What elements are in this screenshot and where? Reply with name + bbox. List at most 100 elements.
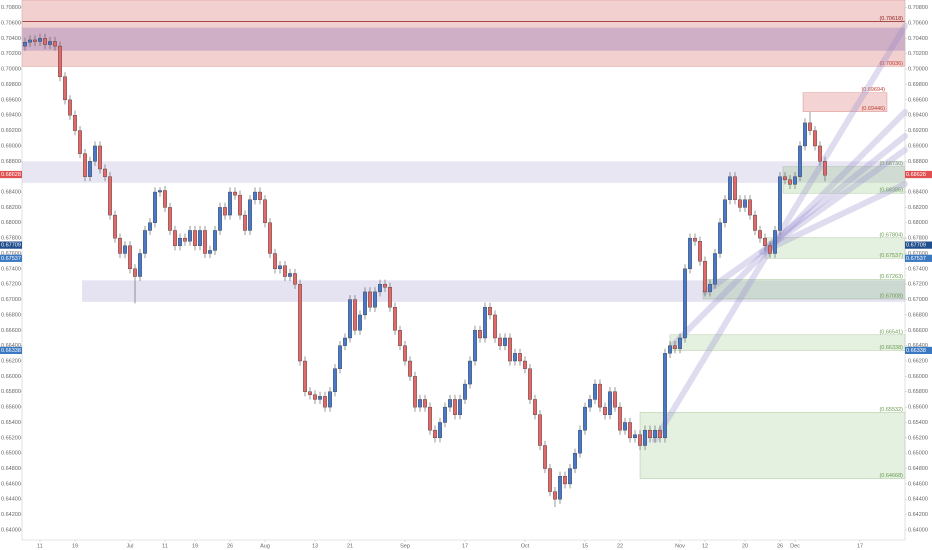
candle-body — [553, 491, 557, 500]
candle-body — [768, 245, 772, 254]
zone-label: (0.67537) — [879, 253, 903, 259]
candle-body — [648, 429, 652, 439]
candle-body — [673, 345, 677, 349]
candle-body — [533, 399, 537, 415]
y-tick-label: 0.65600 — [908, 405, 928, 411]
candle-body — [173, 230, 177, 246]
y-tick-label: 0.67600 — [908, 251, 928, 257]
y-tick-label: 0.70400 — [908, 36, 928, 42]
x-tick-label: 21 — [347, 543, 353, 549]
y-tick-label: 0.67400 — [1, 266, 21, 272]
y-tick-label: 0.69200 — [908, 128, 928, 134]
y-tick-label: 0.64400 — [1, 497, 21, 503]
candle-body — [738, 199, 742, 208]
candle-body — [83, 153, 87, 177]
candle-body — [523, 360, 527, 369]
candle-body — [208, 250, 212, 254]
candle-body — [118, 237, 122, 254]
candle-body — [358, 314, 362, 331]
zone-label: (0.67008) — [879, 293, 903, 299]
y-tick-label: 0.67800 — [1, 236, 21, 242]
zone-label: (0.67804) — [879, 232, 903, 238]
y-tick-label: 0.69600 — [908, 97, 928, 103]
candle-body — [543, 445, 547, 469]
candle-body — [643, 429, 647, 446]
candle-body — [443, 406, 447, 423]
x-tick-label: 17 — [462, 543, 468, 549]
candle-body — [703, 260, 707, 293]
zone-label: (0.64668) — [879, 473, 903, 479]
candle-body — [253, 191, 257, 200]
candle-body — [163, 190, 167, 208]
price-tag — [905, 346, 932, 355]
candle-body — [633, 434, 637, 439]
price-tag-label: 0.67537 — [906, 256, 926, 262]
price-tag — [905, 241, 932, 249]
fan-line — [765, 133, 908, 249]
y-tick-label: 0.66000 — [908, 374, 928, 380]
candle-body — [658, 429, 662, 439]
y-tick-label: 0.70200 — [1, 51, 21, 57]
candle-body — [183, 237, 187, 242]
y-tick-label: 0.66200 — [908, 358, 928, 364]
y-tick-label: 0.70000 — [1, 67, 21, 73]
candle-body — [233, 191, 237, 196]
candle-body — [783, 176, 787, 180]
x-tick-label: 26 — [777, 543, 783, 549]
zone-label: (0.68730) — [879, 161, 903, 167]
candle-body — [68, 99, 72, 116]
candle-body — [798, 145, 802, 177]
candle-body — [408, 360, 412, 377]
y-tick-label: 0.69600 — [1, 97, 21, 103]
candle-body — [318, 396, 322, 400]
y-tick-label: 0.70000 — [908, 67, 928, 73]
candle-body — [458, 399, 462, 415]
zone — [21, 0, 906, 67]
candle-body — [368, 291, 372, 308]
candle-body — [693, 237, 697, 242]
candle-body — [763, 237, 767, 246]
candle-body — [78, 130, 82, 154]
x-tick-label: 22 — [617, 543, 623, 549]
zone-label: (0.66541) — [879, 329, 903, 335]
candle-body — [258, 191, 262, 200]
candle-body — [378, 284, 382, 293]
y-tick-label: 0.66800 — [1, 312, 21, 318]
candle-body — [808, 122, 812, 131]
candle-body — [63, 76, 67, 101]
candle-body — [153, 191, 157, 223]
zone-label: (0.70036) — [879, 61, 903, 67]
y-tick-label: 0.64200 — [1, 512, 21, 518]
price-tag-label: 0.68628 — [906, 172, 926, 178]
candle-body — [773, 230, 777, 254]
price-tag-label: 0.67709 — [1, 243, 21, 249]
candle-body — [778, 176, 782, 231]
candle-body — [488, 307, 492, 316]
candle-body — [683, 268, 687, 339]
x-tick-label: 15 — [582, 543, 588, 549]
x-tick-label: 12 — [702, 543, 708, 549]
zone-label: (0.66338) — [879, 345, 903, 351]
y-tick-label: 0.67200 — [908, 282, 928, 288]
candle-body — [723, 199, 727, 223]
candle-body — [168, 207, 172, 231]
price-tag-label: 0.68628 — [1, 172, 21, 178]
y-tick-label: 0.69400 — [1, 113, 21, 119]
candle-body — [88, 161, 92, 177]
candle-body — [498, 337, 502, 346]
y-tick-label: 0.68200 — [908, 205, 928, 211]
zone-label: (0.69446) — [861, 106, 885, 112]
candle-body — [613, 391, 617, 408]
candle-body — [148, 222, 152, 231]
y-tick-label: 0.64400 — [908, 497, 928, 503]
y-tick-label: 0.67000 — [908, 297, 928, 303]
candle-body — [793, 176, 797, 185]
candle-body — [238, 194, 242, 216]
candle-body — [198, 230, 202, 246]
x-tick-label: 19 — [192, 543, 198, 549]
candle-body — [478, 330, 482, 339]
candle-body — [273, 253, 277, 270]
y-tick-label: 0.69000 — [908, 143, 928, 149]
x-tick-label: Jul — [126, 543, 133, 549]
